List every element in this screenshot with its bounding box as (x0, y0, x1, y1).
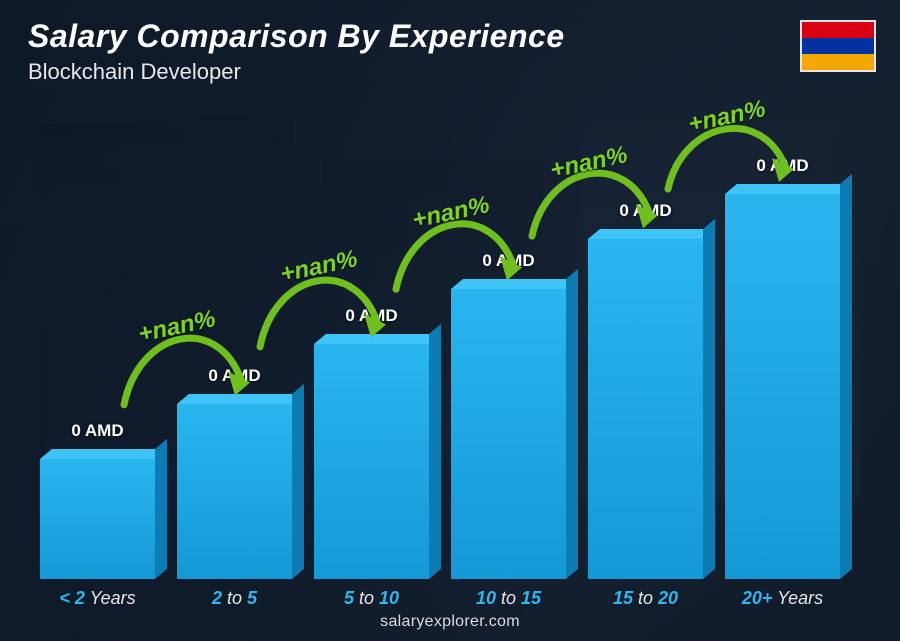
growth-delta-label: +nan% (136, 305, 218, 349)
growth-delta-label: +nan% (278, 245, 360, 289)
bar (314, 344, 429, 579)
bar-column: 0 AMD20+ Years (725, 194, 840, 579)
bar (40, 459, 155, 579)
page-subtitle: Blockchain Developer (28, 59, 565, 85)
footer-attribution: salaryexplorer.com (0, 613, 900, 631)
country-flag-icon (800, 20, 876, 72)
bar (725, 194, 840, 579)
growth-delta-label: +nan% (686, 95, 768, 139)
bar-column: 0 AMD15 to 20 (588, 239, 703, 579)
header: Salary Comparison By Experience Blockcha… (28, 18, 565, 85)
bar-value-label: 0 AMD (577, 201, 715, 221)
x-axis-label: 20+ Years (702, 588, 863, 609)
bar-value-label: 0 AMD (303, 306, 441, 326)
bar-column: 0 AMD< 2 Years (40, 459, 155, 579)
growth-delta-label: +nan% (410, 191, 492, 235)
bar (451, 289, 566, 579)
page-title: Salary Comparison By Experience (28, 18, 565, 55)
bar-value-label: 0 AMD (166, 366, 304, 386)
bar-value-label: 0 AMD (440, 251, 578, 271)
bar-column: 0 AMD5 to 10 (314, 344, 429, 579)
bar (177, 404, 292, 579)
bar-column: 0 AMD2 to 5 (177, 404, 292, 579)
flag-stripe (802, 38, 874, 54)
flag-stripe (802, 22, 874, 38)
bar-value-label: 0 AMD (714, 156, 852, 176)
growth-delta-label: +nan% (548, 141, 630, 185)
bar (588, 239, 703, 579)
bar-chart: 0 AMD< 2 Years0 AMD2 to 50 AMD5 to 100 A… (40, 119, 840, 579)
bar-value-label: 0 AMD (29, 421, 167, 441)
flag-stripe (802, 54, 874, 70)
bar-column: 0 AMD10 to 15 (451, 289, 566, 579)
infographic-stage: Salary Comparison By Experience Blockcha… (0, 0, 900, 641)
